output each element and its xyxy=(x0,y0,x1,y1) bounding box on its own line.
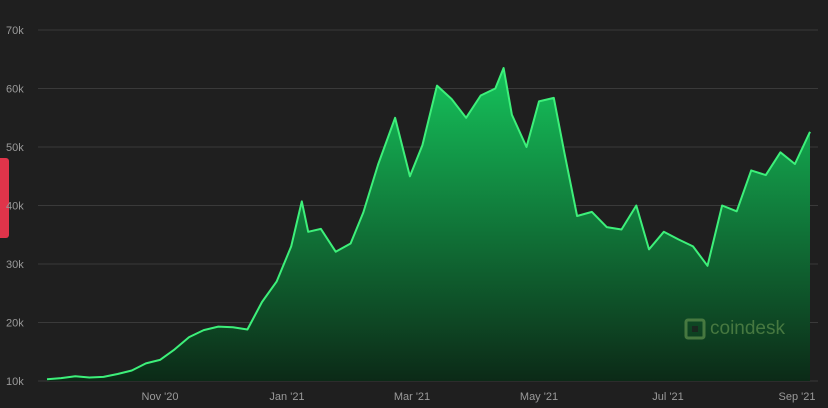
y-tick-label: 40k xyxy=(6,201,24,213)
x-axis-ticks: Nov '20 Jan '21 Mar '21 May '21 Jul '21 Sep '… xyxy=(142,391,816,403)
y-tick-label: 70k xyxy=(6,25,24,37)
x-tick-label: May '21 xyxy=(520,391,558,403)
y-axis-ticks: 10k 20k 30k 40k 50k 60k 70k xyxy=(6,25,24,388)
y-tick-label: 20k xyxy=(6,318,24,330)
price-area-fill xyxy=(47,68,810,381)
price-line xyxy=(46,67,811,381)
x-tick-label: Mar '21 xyxy=(394,391,430,403)
coindesk-watermark: coindesk xyxy=(684,318,785,340)
x-tick-label: Jan '21 xyxy=(269,391,304,403)
x-tick-label: Sep '21 xyxy=(779,391,816,403)
y-tick-label: 10k xyxy=(6,376,24,388)
x-tick-label: Nov '20 xyxy=(142,391,179,403)
y-tick-label: 60k xyxy=(6,84,24,96)
x-tick-label: Jul '21 xyxy=(652,391,683,403)
y-tick-label: 50k xyxy=(6,142,24,154)
side-tab[interactable] xyxy=(0,158,9,238)
coindesk-logo-icon xyxy=(684,318,706,340)
y-tick-label: 30k xyxy=(6,259,24,271)
watermark-text: coindesk xyxy=(710,318,785,339)
